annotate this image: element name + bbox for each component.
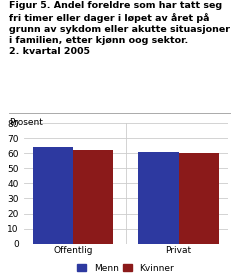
- Legend: Menn, Kvinner: Menn, Kvinner: [77, 264, 174, 273]
- Text: Prosent: Prosent: [9, 118, 43, 127]
- Bar: [138, 152, 179, 244]
- Bar: [179, 153, 219, 244]
- Bar: [73, 150, 113, 244]
- Bar: [33, 147, 73, 244]
- Text: Figur 5. Andel foreldre som har tatt seg
fri timer eller dager i løpet av året p: Figur 5. Andel foreldre som har tatt seg…: [9, 1, 230, 56]
